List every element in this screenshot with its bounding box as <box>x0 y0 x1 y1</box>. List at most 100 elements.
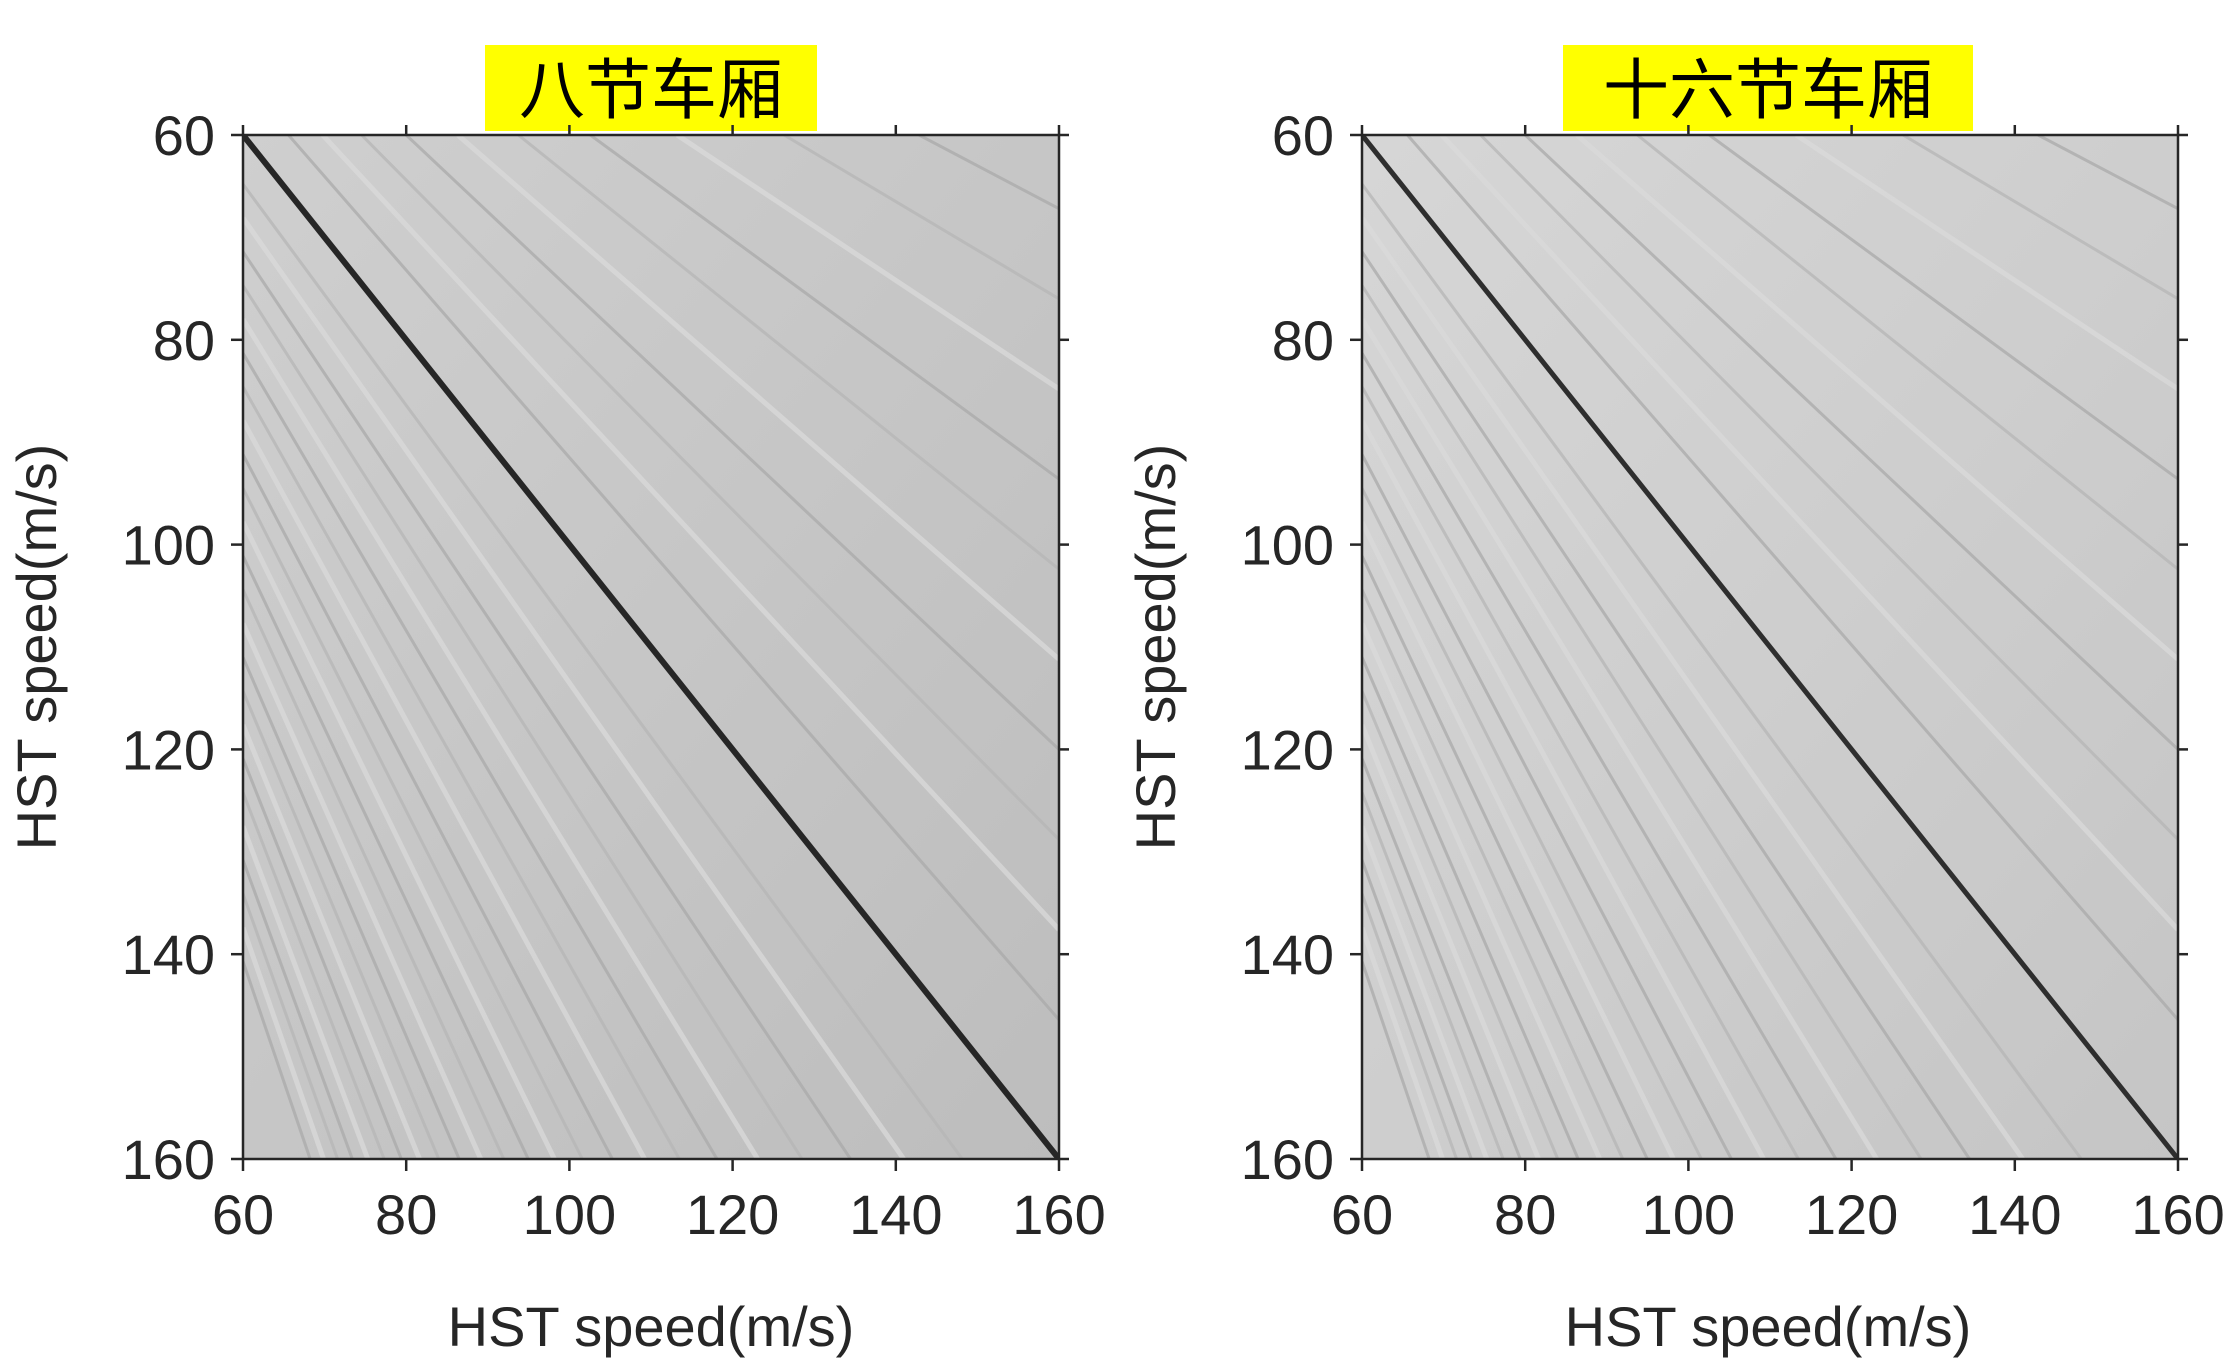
y-tick-label-1-0: 60 <box>1272 104 1334 167</box>
streak-0-2 <box>675 135 1059 392</box>
streak-1-14 <box>1362 318 1879 1159</box>
streak-1-31 <box>1362 893 1458 1159</box>
streak-0-27 <box>243 758 403 1159</box>
streak-1-2 <box>1794 135 2178 392</box>
heatmap-area-1 <box>1362 135 2178 1159</box>
streak-0-0 <box>918 135 1059 211</box>
streak-0-9 <box>287 135 1059 1021</box>
streak-0-13 <box>243 284 804 1159</box>
y-tick-label-0-5: 160 <box>122 1128 215 1191</box>
streak-1-23 <box>1362 622 1603 1159</box>
x-tick-label-1-5: 160 <box>2131 1183 2224 1246</box>
streak-0-25 <box>243 690 441 1159</box>
streak-0-29 <box>243 825 371 1159</box>
heatmap-area-0 <box>243 135 1059 1159</box>
streak-1-1 <box>1902 135 2178 301</box>
x-tick-label-1-3: 120 <box>1805 1183 1898 1246</box>
streak-1-10 <box>1362 183 2083 1159</box>
y-axis-0: 60 80 100 120 140 160 <box>122 104 1069 1191</box>
x-axis-label-1: HST speed(m/s) <box>1565 1295 1972 1358</box>
x-tick-label-0-3: 120 <box>686 1183 779 1246</box>
streak-1-26 <box>1362 723 1541 1159</box>
streak-0-30 <box>243 859 354 1159</box>
y-tick-label-1-3: 120 <box>1241 718 1334 781</box>
streak-1-13 <box>1362 284 1923 1159</box>
streak-0-28 <box>243 791 386 1159</box>
diagonal-ridge-0 <box>243 135 1059 1159</box>
x-tick-label-0-2: 100 <box>523 1183 616 1246</box>
streak-1-22 <box>1362 589 1625 1159</box>
plot-frame-1 <box>1360 133 2180 1161</box>
y-tick-label-0-0: 60 <box>153 104 215 167</box>
streak-1-19 <box>1362 487 1703 1159</box>
plot-frame-0 <box>241 133 1061 1161</box>
streak-1-17 <box>1362 419 1766 1159</box>
y-axis-label-0: HST speed(m/s) <box>5 444 68 851</box>
streak-0-26 <box>243 723 422 1159</box>
streak-0-1 <box>783 135 1059 301</box>
streak-1-27 <box>1362 758 1522 1159</box>
streak-0-19 <box>243 487 584 1159</box>
x-tick-label-0-0: 60 <box>212 1183 274 1246</box>
y-tick-label-1-2: 100 <box>1241 514 1334 577</box>
streak-1-8 <box>1439 135 2178 932</box>
chart-panel-1: 十六节车厢 60 80 100 120 140 160 6080100120140160 … <box>1124 45 2225 1358</box>
y-tick-label-0-2: 100 <box>122 514 215 577</box>
y-tick-label-1-1: 80 <box>1272 309 1334 372</box>
streak-0-22 <box>243 589 506 1159</box>
y-tick-label-0-4: 140 <box>122 923 215 986</box>
streak-1-21 <box>1362 555 1649 1159</box>
streak-0-32 <box>243 926 326 1159</box>
streak-1-7 <box>1479 135 2178 841</box>
chart-title-1: 十六节车厢 <box>1603 52 1933 129</box>
streak-0-23 <box>243 622 484 1159</box>
chart-title-0: 八节车厢 <box>519 52 783 129</box>
streak-0-3 <box>589 135 1059 481</box>
streak-1-5 <box>1575 135 2178 662</box>
x-axis-label-0: HST speed(m/s) <box>448 1295 855 1358</box>
streak-1-18 <box>1362 453 1733 1159</box>
streak-0-24 <box>243 656 461 1159</box>
x-tick-label-1-1: 80 <box>1494 1183 1556 1246</box>
streak-1-20 <box>1362 520 1676 1159</box>
streaks-0 <box>243 135 1059 1159</box>
diagonal-ridge-1 <box>1362 135 2178 1159</box>
streak-1-30 <box>1362 859 1473 1159</box>
y-tick-label-0-1: 80 <box>153 309 215 372</box>
x-tick-label-0-1: 80 <box>375 1183 437 1246</box>
streak-1-0 <box>2037 135 2178 211</box>
chart-panel-0: 八节车厢 60 80 100 120 140 160 60 80 100 120 140 160 H… <box>5 45 1106 1358</box>
streak-0-7 <box>360 135 1059 841</box>
streak-1-16 <box>1362 386 1800 1159</box>
x-tick-label-0-5: 160 <box>1012 1183 1105 1246</box>
streak-1-32 <box>1362 926 1445 1159</box>
streak-0-12 <box>243 250 852 1159</box>
streak-1-28 <box>1362 791 1505 1159</box>
x-tick-label-1-2: 100 <box>1642 1183 1735 1246</box>
streak-1-25 <box>1362 690 1560 1159</box>
streak-0-15 <box>243 352 719 1159</box>
streak-0-18 <box>243 453 614 1159</box>
streak-1-33 <box>1362 960 1431 1159</box>
x-axis-1: 60 80 100 120 140 160 <box>1331 125 2225 1246</box>
streaks-1 <box>1362 135 2178 1159</box>
streak-1-4 <box>1636 135 2178 571</box>
streak-0-16 <box>243 386 681 1159</box>
title-highlight-1 <box>1563 45 1973 131</box>
streak-0-5 <box>456 135 1059 662</box>
streak-1-29 <box>1362 825 1490 1159</box>
streak-1-24 <box>1362 656 1580 1159</box>
streak-0-33 <box>243 960 312 1159</box>
streak-0-10 <box>243 183 964 1159</box>
streak-0-17 <box>243 419 647 1159</box>
y-tick-label-1-5: 160 <box>1241 1128 1334 1191</box>
x-tick-label-1-0: 60 <box>1331 1183 1393 1246</box>
streak-0-14 <box>243 318 760 1159</box>
title-highlight-0 <box>485 45 817 131</box>
y-axis-label-1: HST speed(m/s) <box>1124 444 1187 851</box>
streak-0-31 <box>243 893 339 1159</box>
streak-1-15 <box>1362 352 1838 1159</box>
streak-1-12 <box>1362 250 1971 1159</box>
streak-0-4 <box>517 135 1059 571</box>
